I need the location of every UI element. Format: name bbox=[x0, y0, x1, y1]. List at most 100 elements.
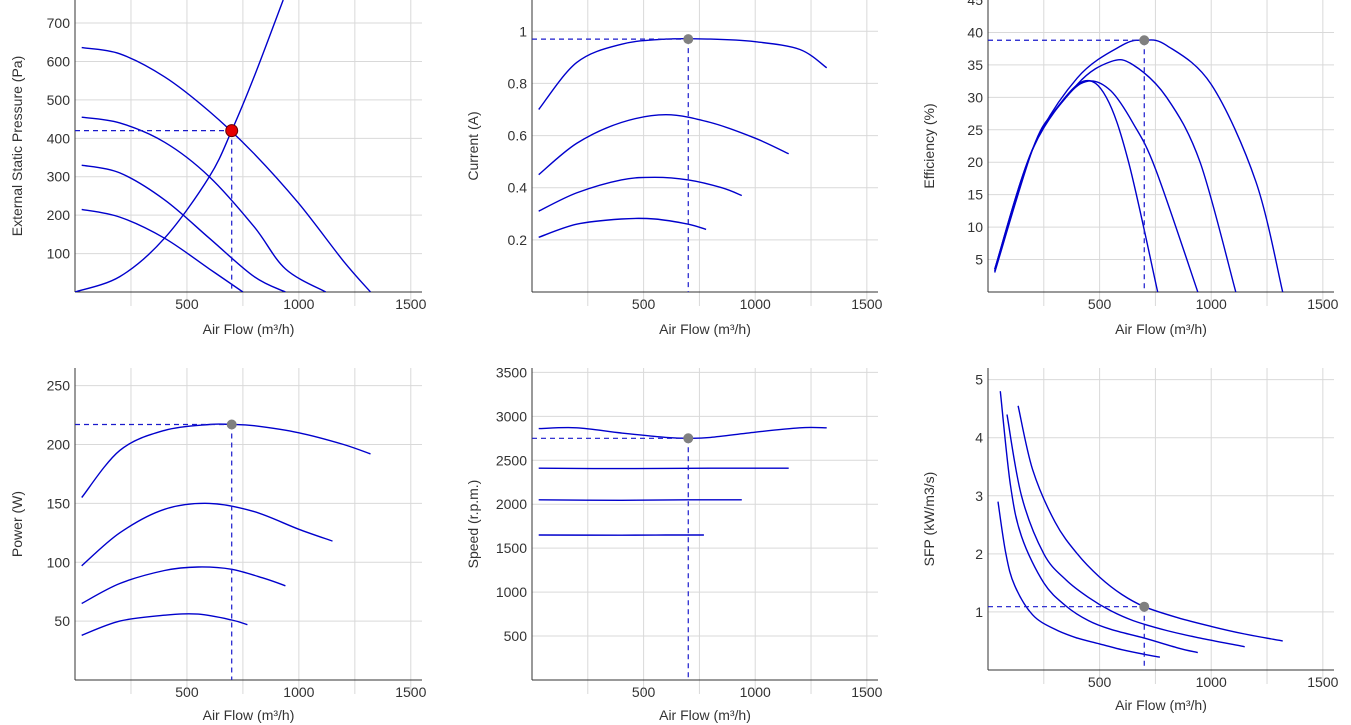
x-axis-label: Air Flow (m³/h) bbox=[203, 707, 295, 723]
x-tick-label: 1500 bbox=[851, 684, 882, 700]
x-tick-label: 500 bbox=[175, 684, 199, 700]
x-tick-label: 1000 bbox=[740, 684, 771, 700]
x-tick-label: 1500 bbox=[1307, 674, 1338, 690]
series-line bbox=[538, 113, 789, 176]
sfp-chart: 500 1000 1500 1 2 3 4 5 Air Flow (m³/h) SFP (kW/m… bbox=[921, 368, 1339, 713]
y-tick-label: 4 bbox=[975, 430, 983, 446]
y-tick-label: 45 bbox=[967, 0, 983, 8]
y-axis-label: Current (A) bbox=[465, 111, 481, 180]
x-tick-label: 1000 bbox=[283, 684, 314, 700]
y-axis-label: Speed (r.p.m.) bbox=[465, 480, 481, 569]
series-line bbox=[538, 499, 742, 502]
y-axis-label: Efficiency (%) bbox=[921, 103, 937, 188]
operating-point-marker bbox=[683, 34, 694, 45]
x-tick-label: 1000 bbox=[740, 296, 771, 312]
y-tick-label: 200 bbox=[47, 207, 71, 223]
y-tick-label: 25 bbox=[967, 122, 983, 138]
series-line bbox=[1017, 405, 1283, 642]
x-tick-label: 500 bbox=[1088, 296, 1112, 312]
y-tick-label: 5 bbox=[975, 372, 983, 388]
power-chart: 500 1000 1500 50 100 150 200 250 Air Flow (m³/h)… bbox=[9, 368, 427, 723]
y-tick-label: 700 bbox=[47, 15, 71, 31]
operating-point-marker bbox=[1139, 601, 1150, 612]
y-tick-label: 500 bbox=[504, 628, 528, 644]
y-tick-label: 10 bbox=[967, 219, 983, 235]
y-tick-label: 30 bbox=[967, 89, 983, 105]
y-tick-label: 1000 bbox=[496, 584, 527, 600]
y-tick-label: 400 bbox=[47, 130, 71, 146]
y-tick-label: 500 bbox=[47, 92, 71, 108]
series-line bbox=[81, 423, 371, 498]
series-line bbox=[538, 426, 827, 440]
y-tick-label: 3500 bbox=[496, 364, 527, 380]
x-tick-label: 1000 bbox=[283, 296, 314, 312]
y-tick-label: 40 bbox=[967, 24, 983, 40]
series-line bbox=[994, 58, 1237, 292]
operating-point-marker bbox=[226, 419, 237, 430]
x-axis-label: Air Flow (m³/h) bbox=[1115, 697, 1207, 713]
y-tick-label: 600 bbox=[47, 53, 71, 69]
series-line bbox=[81, 46, 372, 292]
y-tick-label: 100 bbox=[47, 246, 71, 262]
x-axis-label: Air Flow (m³/h) bbox=[659, 707, 751, 723]
y-tick-label: 100 bbox=[47, 554, 71, 570]
pressure-chart: 500 1000 1500 100 200 300 400 500 600 700 Air Flow… bbox=[9, 0, 427, 337]
series-line bbox=[538, 176, 743, 212]
x-axis-label: Air Flow (m³/h) bbox=[1115, 321, 1207, 337]
y-axis-label: SFP (kW/m3/s) bbox=[921, 472, 937, 567]
x-tick-label: 1000 bbox=[1196, 296, 1227, 312]
y-tick-label: 20 bbox=[967, 154, 983, 170]
efficiency-chart: 500 1000 1500 5 10 15 20 25 30 35 40 45 Air Flow (m³… bbox=[921, 0, 1339, 337]
series-line bbox=[997, 501, 1161, 658]
series-line bbox=[81, 502, 333, 567]
y-tick-label: 5 bbox=[975, 252, 983, 268]
y-tick-label: 0.4 bbox=[508, 180, 528, 196]
current-chart: 500 1000 1500 0.2 0.4 0.6 0.8 1 Air Flow (m³/h) C… bbox=[465, 0, 883, 337]
y-tick-label: 2 bbox=[975, 546, 983, 562]
series-line bbox=[994, 80, 1199, 292]
x-tick-label: 1500 bbox=[851, 296, 882, 312]
y-tick-label: 200 bbox=[47, 437, 71, 453]
x-tick-label: 500 bbox=[632, 296, 656, 312]
y-tick-label: 50 bbox=[54, 613, 70, 629]
x-tick-label: 500 bbox=[1088, 674, 1112, 690]
y-axis-label: Power (W) bbox=[9, 491, 25, 557]
operating-point-marker bbox=[1139, 35, 1150, 46]
series-line bbox=[81, 164, 286, 292]
y-tick-label: 3000 bbox=[496, 408, 527, 424]
y-tick-label: 15 bbox=[967, 187, 983, 203]
series-line bbox=[81, 613, 248, 636]
operating-point-marker bbox=[225, 124, 239, 138]
y-tick-label: 0.2 bbox=[508, 232, 528, 248]
y-tick-label: 1 bbox=[975, 604, 983, 620]
y-tick-label: 1 bbox=[519, 23, 527, 39]
y-tick-label: 3 bbox=[975, 488, 983, 504]
y-tick-label: 0.6 bbox=[508, 128, 528, 144]
y-tick-label: 150 bbox=[47, 495, 71, 511]
y-tick-label: 300 bbox=[47, 169, 71, 185]
x-tick-label: 500 bbox=[632, 684, 656, 700]
series-line bbox=[538, 217, 707, 238]
series-line bbox=[75, 0, 284, 292]
x-tick-label: 1500 bbox=[395, 684, 426, 700]
x-axis-label: Air Flow (m³/h) bbox=[659, 321, 751, 337]
series-line bbox=[81, 566, 286, 605]
series-line bbox=[81, 208, 244, 292]
y-axis-label: External Static Pressure (Pa) bbox=[9, 56, 25, 237]
y-tick-label: 2000 bbox=[496, 496, 527, 512]
series-line bbox=[538, 37, 828, 110]
speed-chart: 500 1000 1500 500 1000 1500 2000 2500 3000 3500 Ai… bbox=[465, 364, 883, 723]
x-axis-label: Air Flow (m³/h) bbox=[203, 321, 295, 337]
y-tick-label: 0.8 bbox=[508, 75, 528, 91]
x-tick-label: 1500 bbox=[1307, 296, 1338, 312]
operating-point-marker bbox=[683, 433, 694, 444]
y-tick-label: 250 bbox=[47, 378, 71, 394]
series-line bbox=[1006, 414, 1245, 648]
y-tick-label: 2500 bbox=[496, 452, 527, 468]
y-tick-label: 1500 bbox=[496, 540, 527, 556]
series-line bbox=[994, 79, 1159, 292]
x-tick-label: 1500 bbox=[395, 296, 426, 312]
series-line bbox=[999, 391, 1198, 654]
x-tick-label: 1000 bbox=[1196, 674, 1227, 690]
